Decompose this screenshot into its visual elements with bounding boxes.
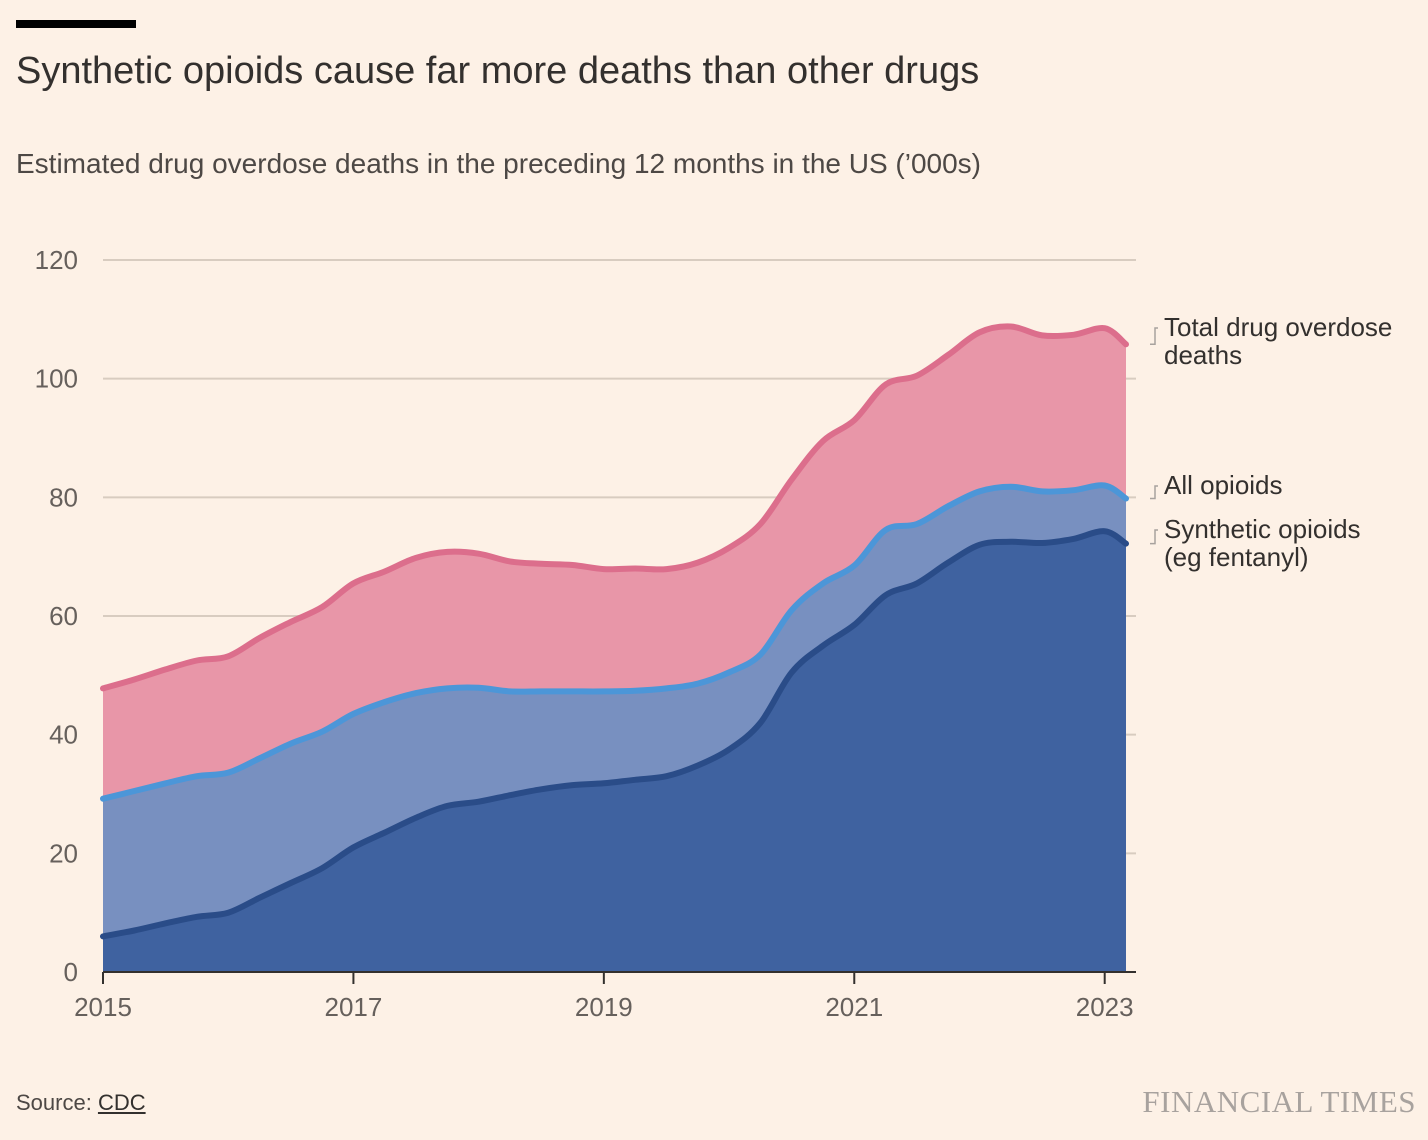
x-tick-label-2015: 2015 (74, 992, 132, 1022)
y-tick-label-60: 60 (49, 601, 78, 631)
chart-title: Synthetic opioids cause far more deaths … (16, 50, 980, 92)
y-tick-label-120: 120 (35, 245, 78, 275)
x-tick-label-2023: 2023 (1076, 992, 1134, 1022)
total-line (100, 323, 1129, 692)
y-tick-label-0: 0 (64, 957, 78, 987)
synthetic-opioids-line (100, 528, 1129, 940)
series-label-synthetic-opioids-line-2: (eg fentanyl) (1164, 542, 1309, 572)
x-tick-label-2019: 2019 (575, 992, 633, 1022)
series-label-leader-all-opioids (1150, 485, 1158, 500)
series-label-total-line-1: Total drug overdose (1164, 312, 1392, 342)
all-opioids-line (100, 482, 1129, 802)
series-label-leader-synthetic-opioids (1150, 529, 1158, 545)
y-tick-label-20: 20 (49, 838, 78, 868)
series-label-leader-total (1150, 327, 1158, 346)
series-label-all-opioids-line-1: All opioids (1164, 470, 1283, 500)
y-tick-label-40: 40 (49, 720, 78, 750)
top-rule (16, 20, 136, 28)
source-link-cdc[interactable]: CDC (97, 1090, 146, 1115)
x-tick-label-2017: 2017 (325, 992, 383, 1022)
source-note: Source: CDC (16, 1090, 146, 1116)
synthetic-opioids-area (103, 531, 1126, 972)
series-label-synthetic-opioids-line-1: Synthetic opioids (1164, 514, 1361, 544)
source-prefix: Source: (16, 1090, 98, 1115)
ft-logo: FINANCIAL TIMES (1142, 1084, 1416, 1119)
y-tick-label-80: 80 (49, 482, 78, 512)
y-tick-label-100: 100 (35, 364, 78, 394)
chart-subtitle: Estimated drug overdose deaths in the pr… (16, 148, 982, 179)
series-label-total-line-2: deaths (1164, 340, 1242, 370)
x-tick-label-2021: 2021 (825, 992, 883, 1022)
